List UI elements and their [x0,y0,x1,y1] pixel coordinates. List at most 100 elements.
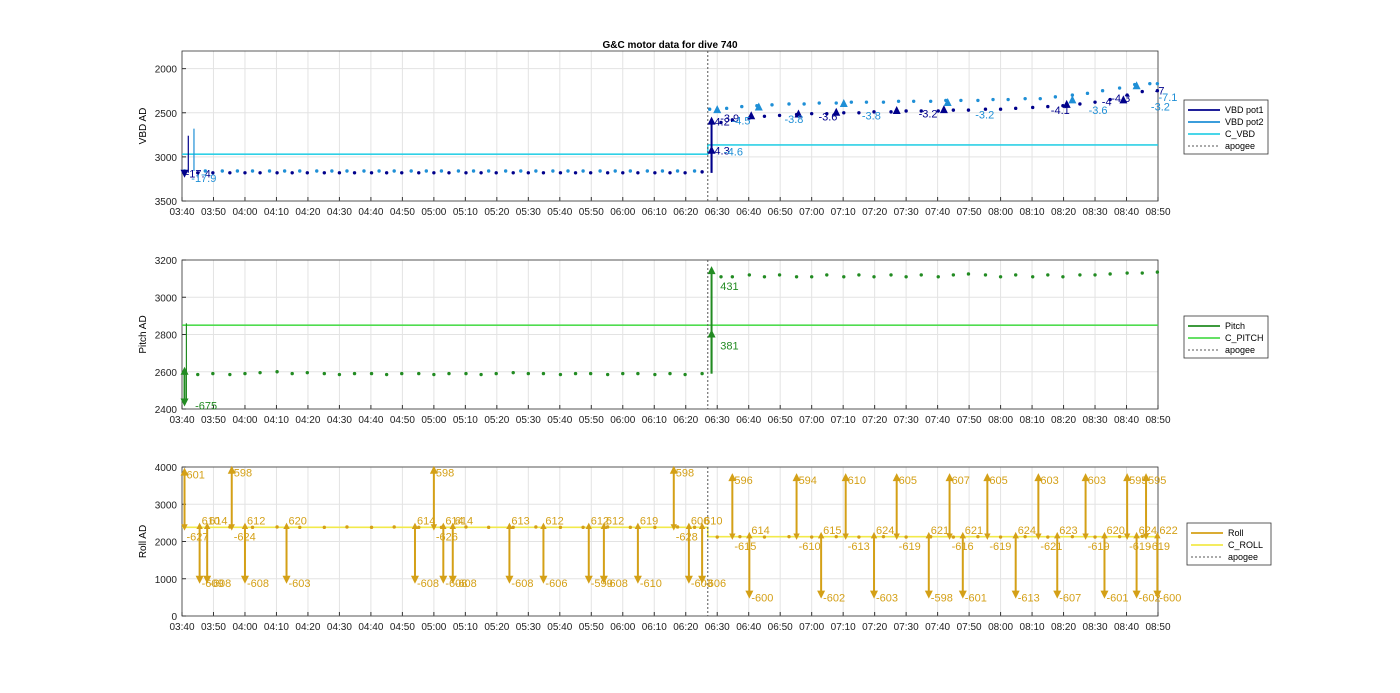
roll-label-to: -606 [545,578,567,590]
legend-entry: Roll [1228,528,1244,538]
value-label: -7 [1155,86,1165,98]
data-point-vbd-pot1 [228,171,232,175]
data-point-pitch [588,371,593,376]
roll-label-from: 621 [965,525,983,537]
data-point-vbd-pot2 [1053,95,1058,99]
data-point-vbd-pot1 [352,171,357,175]
legend-box [1183,99,1269,155]
roll-label-from: 619 [640,516,658,528]
data-point-vbd-pot1 [384,171,389,175]
x-tick-label: 08:30 [1083,622,1108,633]
data-point-pitch [809,275,814,279]
roll-label-to: 594 [799,475,817,487]
data-point-vbd-pot1 [777,113,782,118]
data-point-pitch [275,370,279,374]
roll-move-marker [203,575,212,584]
data-point-roll [1117,534,1122,539]
data-point-pitch [794,275,799,279]
move-marker [707,266,716,275]
x-tick-label: 05:40 [547,415,572,426]
data-point-vbd-pot2 [1070,93,1075,97]
data-point-pitch [1013,273,1018,277]
roll-move-marker [959,531,966,539]
data-point-vbd-pot1 [322,171,327,175]
x-tick-label: 06:40 [736,622,761,633]
x-tick-label: 07:30 [894,207,919,218]
x-tick-label: 08:20 [1051,622,1076,633]
data-point-pitch [1046,273,1050,277]
data-point-vbd-pot2 [551,169,555,173]
roll-label-to: -608 [417,578,439,590]
x-tick-label: 08:50 [1145,207,1170,218]
value-label: -3.8 [784,114,803,126]
data-point-vbd-pot2 [330,169,334,173]
data-point-vbd-pot1 [904,109,908,113]
data-point-vbd-pot1 [1013,106,1018,111]
move-marker [1119,95,1128,104]
roll-move-marker [892,473,901,482]
data-point-pitch [636,371,640,376]
data-point-pitch [998,275,1003,279]
x-tick-label: 04:40 [358,415,383,426]
data-point-vbd-pot2 [881,100,886,104]
roll-move-marker [983,473,992,482]
y-axis-label: VBD AD [138,108,149,145]
data-point-vbd-pot2 [911,99,916,103]
data-point-vbd-pot2 [1100,89,1105,93]
roll-move-marker [283,522,290,529]
y-tick-label: 3000 [155,500,178,511]
roll-label-to: 603 [1088,475,1106,487]
x-tick-label: 07:10 [831,622,856,633]
roll-label-to: -610 [640,578,662,590]
data-point-roll [511,525,515,530]
data-point-roll [628,525,633,530]
roll-move-marker [1081,473,1090,482]
roll-move-marker [429,465,438,474]
data-point-vbd-pot1 [337,171,342,175]
x-tick-label: 07:00 [799,415,824,426]
x-tick-label: 08:20 [1051,207,1076,218]
value-label: -3.2 [1151,102,1170,114]
data-point-vbd-pot2 [1085,91,1090,96]
legend-entry: apogee [1225,141,1255,151]
roll-label-to: -602 [1139,593,1161,605]
x-tick-label: 07:10 [831,207,856,218]
roll-label-from: 612 [545,516,563,528]
x-tick-label: 08:00 [988,207,1013,218]
data-point-vbd-pot2 [834,101,838,105]
x-tick-label: 08:40 [1114,622,1139,633]
data-point-vbd-pot1 [936,109,940,113]
data-point-roll [951,535,956,539]
data-point-vbd-pot1 [919,109,923,113]
roll-label-to: -613 [1018,593,1040,605]
roll-move-marker [698,575,707,584]
data-point-vbd-pot2 [724,106,729,111]
data-point-vbd-pot1 [857,111,861,115]
roll-label-to: -608 [606,578,628,590]
x-tick-label: 07:00 [799,622,824,633]
x-tick-label: 04:00 [232,415,257,426]
roll-move-marker [685,522,693,529]
roll-move-marker [449,522,456,529]
roll-move-marker [870,531,878,539]
y-tick-label: 3000 [155,153,178,164]
value-label: -17.4 [186,169,211,181]
data-point-vbd-pot1 [1030,105,1035,110]
legend-entry: VBD pot1 [1225,105,1264,115]
data-point-pitch [762,275,767,279]
roll-move-marker [240,575,249,584]
roll-panel: 03:40 03:50 04:00 04:10 04:20 04:30 04:40 04:50… [138,463,1181,633]
x-tick-label: 06:50 [768,415,793,426]
x-tick-label: 06:30 [705,207,730,218]
data-point-roll [1023,534,1027,539]
roll-label-to: -598 [931,593,953,605]
data-point-pitch [573,371,578,376]
data-point-pitch [352,371,357,376]
data-point-vbd-pot1 [983,107,988,111]
data-point-pitch [668,371,672,376]
data-point-vbd-pot1 [636,171,640,175]
value-label: -4 [1102,96,1112,108]
data-point-vbd-pot1 [842,111,846,115]
x-tick-label: 08:40 [1114,415,1139,426]
data-point-vbd-pot2 [282,169,287,173]
